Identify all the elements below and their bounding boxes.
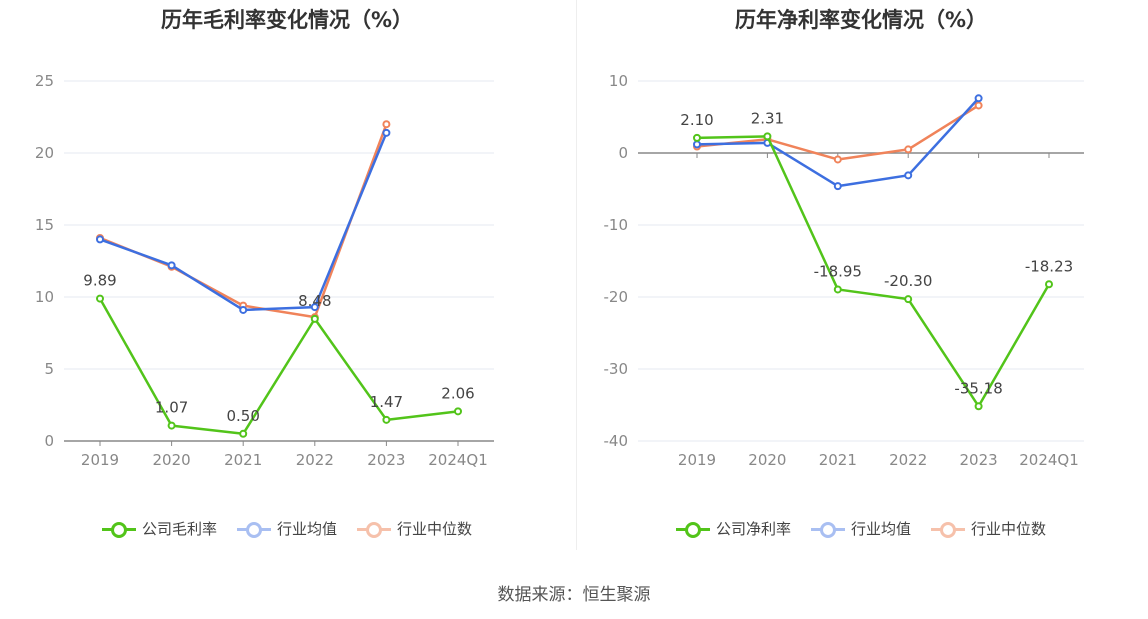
- gross-margin-legend: 公司毛利率 行业均值 行业中位数: [0, 518, 574, 539]
- legend-item-avg[interactable]: 行业均值: [236, 518, 337, 539]
- data-point-median[interactable]: [904, 145, 913, 154]
- data-point-company[interactable]: [454, 407, 462, 416]
- data-label: 8.48: [298, 292, 331, 310]
- gross-margin-panel: 历年毛利率变化情况（%） 0 5 10 15 20 25 2019 2020 2021 2022 2…: [0, 0, 574, 560]
- data-label: 0.50: [226, 407, 259, 425]
- legend-label: 行业中位数: [397, 520, 473, 538]
- data-point-avg[interactable]: [239, 305, 248, 314]
- data-source: 数据来源：恒生聚源: [497, 585, 651, 605]
- y-tick-label: -10: [604, 216, 629, 234]
- legend-item-median[interactable]: 行业中位数: [357, 518, 472, 539]
- x-tick-label: 2021: [819, 451, 857, 469]
- net-margin-panel: 历年净利率变化情况（%） 10 0 -10 -20 -30 -40 2019 2020 2021…: [574, 0, 1148, 560]
- data-label: 1.07: [155, 399, 188, 417]
- net-margin-legend: 公司净利率 行业均值 行业中位数: [574, 518, 1148, 539]
- data-point-company[interactable]: [167, 421, 176, 430]
- legend-line-icon: [675, 521, 710, 538]
- y-tick-label: -30: [604, 360, 629, 378]
- data-point-avg[interactable]: [382, 128, 391, 137]
- legend-item-median[interactable]: 行业中位数: [931, 518, 1046, 539]
- data-point-company[interactable]: [904, 295, 913, 304]
- legend-item-avg[interactable]: 行业均值: [810, 518, 911, 539]
- x-tick-label: 2019: [678, 451, 716, 469]
- y-tick-label: 0: [44, 432, 54, 450]
- data-label: 2.10: [680, 111, 713, 129]
- series-line-company: [98, 297, 459, 436]
- data-point-company[interactable]: [239, 429, 248, 438]
- panel-divider: [576, 0, 577, 550]
- y-tick-label: 10: [35, 288, 54, 306]
- data-label: -35.18: [954, 379, 1002, 397]
- data-label: 9.89: [83, 272, 116, 290]
- data-point-company[interactable]: [693, 133, 701, 142]
- legend-item-company[interactable]: 公司净利率: [675, 518, 791, 539]
- x-tick-label: 2023: [960, 451, 998, 469]
- data-label: -20.30: [884, 272, 932, 290]
- legend-line-icon: [810, 521, 845, 538]
- data-point-avg[interactable]: [167, 261, 176, 270]
- y-tick-label: 25: [35, 72, 54, 90]
- data-point-avg[interactable]: [310, 303, 319, 312]
- y-tick-label: 15: [35, 216, 54, 234]
- legend-line-icon: [236, 521, 271, 538]
- net-margin-chart: 10 0 -10 -20 -30 -40 2019 2020 2021 2022 2023 2024Q…: [604, 72, 1084, 469]
- data-point-avg[interactable]: [693, 140, 701, 149]
- legend-label: 公司毛利率: [141, 520, 217, 538]
- data-label: 2.06: [441, 384, 474, 402]
- data-point-company[interactable]: [96, 294, 104, 303]
- net-margin-title: 历年净利率变化情况（%）: [734, 8, 988, 32]
- legend-line-icon: [357, 521, 391, 538]
- data-label: -18.23: [1025, 257, 1073, 275]
- gross-margin-chart: 0 5 10 15 20 25 2019 2020 2021 2022 2023 2024Q1 9.89…: [35, 72, 494, 469]
- legend-label: 公司净利率: [715, 520, 791, 538]
- legend-line-icon: [101, 521, 136, 538]
- legend-label: 行业中位数: [971, 520, 1047, 538]
- x-tick-label: 2024Q1: [1019, 451, 1079, 469]
- legend-label: 行业均值: [276, 520, 337, 538]
- series-line-company: [696, 135, 1051, 408]
- data-point-company[interactable]: [974, 402, 983, 411]
- data-point-avg[interactable]: [904, 171, 913, 180]
- data-point-company[interactable]: [763, 132, 772, 141]
- data-point-avg[interactable]: [833, 182, 842, 191]
- x-tick-label: 2022: [889, 451, 927, 469]
- data-point-company[interactable]: [310, 314, 319, 323]
- legend-item-company[interactable]: 公司毛利率: [101, 518, 217, 539]
- y-tick-label: 10: [609, 72, 628, 90]
- x-tick-label: 2019: [81, 451, 119, 469]
- y-tick-label: -40: [604, 432, 629, 450]
- data-point-company[interactable]: [1045, 280, 1053, 289]
- data-point-company[interactable]: [382, 415, 391, 424]
- data-point-avg[interactable]: [974, 94, 983, 103]
- x-tick-label: 2020: [153, 451, 191, 469]
- data-point-median[interactable]: [974, 101, 983, 110]
- data-point-company[interactable]: [833, 285, 842, 294]
- x-tick-label: 2023: [367, 451, 405, 469]
- gross-margin-title: 历年毛利率变化情况（%）: [160, 8, 414, 32]
- data-label: 2.31: [751, 109, 784, 127]
- series-line-avg: [99, 132, 388, 312]
- data-point-median[interactable]: [382, 120, 391, 129]
- data-label: -18.95: [814, 262, 862, 280]
- x-tick-label: 2022: [296, 451, 334, 469]
- y-tick-label: 5: [44, 360, 54, 378]
- data-label: 1.47: [370, 393, 403, 411]
- y-tick-label: 20: [35, 144, 54, 162]
- data-point-median[interactable]: [833, 155, 842, 164]
- y-tick-label: 0: [618, 144, 628, 162]
- data-point-avg[interactable]: [96, 235, 104, 244]
- x-tick-label: 2020: [748, 451, 786, 469]
- legend-line-icon: [931, 521, 965, 538]
- x-tick-label: 2021: [224, 451, 262, 469]
- legend-label: 行业均值: [850, 520, 911, 538]
- series-line-median: [696, 104, 980, 161]
- y-tick-label: -20: [604, 288, 629, 306]
- x-tick-label: 2024Q1: [428, 451, 488, 469]
